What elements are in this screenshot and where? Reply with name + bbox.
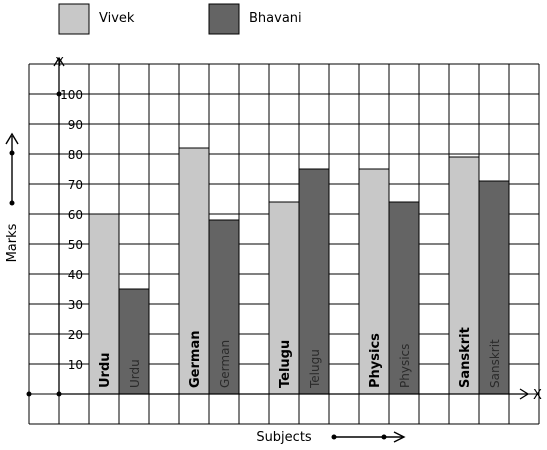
x-axis-arrowhead <box>519 388 530 400</box>
x-axis-letter: X <box>533 388 542 403</box>
marks-arrow-dot <box>9 200 15 206</box>
bar-label: Sanskrit <box>458 327 473 388</box>
bar-bhavani-urdu <box>118 288 150 395</box>
bar-vivek-german <box>178 147 210 395</box>
axes <box>26 56 530 400</box>
bar-label: German <box>218 340 232 388</box>
legend: Vivek Bhavani <box>58 3 302 35</box>
y-axis-label: Marks <box>5 223 20 262</box>
y-tick-label: 90 <box>68 118 83 132</box>
subjects-arrow-dot <box>331 434 337 440</box>
y-axis-letter: Y <box>55 55 64 69</box>
marks-arrowhead <box>5 132 19 145</box>
x-axis-start-dot <box>26 391 32 397</box>
bar-vivek-sanskrit <box>448 156 480 395</box>
marks-arrow-dot <box>9 150 15 156</box>
bar-label: Urdu <box>98 352 113 388</box>
y-tick-label: 10 <box>68 358 83 372</box>
subjects-arrow-dot <box>381 434 387 440</box>
bar-label: Physics <box>368 333 383 388</box>
bar-bhavani-sanskrit <box>478 180 510 395</box>
x-axis-label: Subjects <box>256 430 312 445</box>
y-ticks: 10 20 30 40 50 60 70 80 90 100 <box>55 88 83 372</box>
direction-arrows <box>5 132 406 443</box>
y-tick-label: 80 <box>68 148 83 162</box>
y-axis-arrowhead <box>53 56 65 67</box>
bar-bhavani-physics <box>388 201 420 395</box>
bar-label: German <box>188 331 203 388</box>
bar-label: Physics <box>398 344 412 388</box>
bar-label: Sanskrit <box>488 339 502 388</box>
y-tick-label: 100 <box>60 88 83 102</box>
y-tick-label: 70 <box>68 178 83 192</box>
y-tick-label: 60 <box>68 208 83 222</box>
bars: Urdu Urdu German German Telugu Telugu Physics P… <box>88 147 510 395</box>
bar-vivek-urdu <box>88 213 120 395</box>
y-tick-label: 40 <box>68 268 83 282</box>
bar-label: Telugu <box>308 349 322 389</box>
y-tick-label: 50 <box>68 238 83 252</box>
bar-vivek-physics <box>358 168 390 395</box>
legend-label-vivek: Vivek <box>99 11 135 26</box>
bar-bhavani-telugu <box>298 168 330 395</box>
origin-dot <box>56 391 62 397</box>
bar-vivek-telugu <box>268 201 300 395</box>
legend-label-bhavani: Bhavani <box>249 11 302 26</box>
y-tick-label: 30 <box>68 298 83 312</box>
bar-label: Telugu <box>278 340 293 388</box>
y-tick-label: 20 <box>68 328 83 342</box>
bar-bhavani-german <box>208 219 240 395</box>
legend-swatch-vivek <box>58 3 90 35</box>
legend-swatch-bhavani <box>208 3 240 35</box>
bar-label: Urdu <box>128 359 142 388</box>
subjects-arrowhead <box>393 431 406 443</box>
